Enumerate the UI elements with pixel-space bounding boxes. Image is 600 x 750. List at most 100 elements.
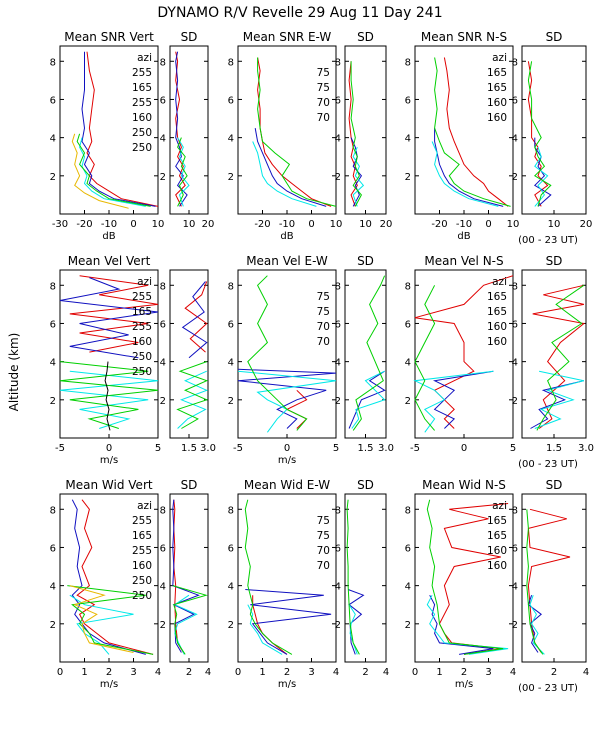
panel-title: SD <box>357 478 374 492</box>
y-tick-label: 8 <box>228 505 234 516</box>
x-tick-label: 10 <box>330 219 343 230</box>
legend-entry: 160 <box>487 545 507 557</box>
y-tick-label: 2 <box>228 620 234 631</box>
panel-title: Mean Vel E-W <box>246 254 328 268</box>
x-tick-label: 10 <box>183 219 196 230</box>
x-tick-label: 10 <box>359 219 372 230</box>
y-tick-label: 4 <box>512 358 518 369</box>
y-tick-label: 2 <box>160 172 166 183</box>
legend-entry: 160 <box>132 560 152 572</box>
series-line-green <box>257 57 337 207</box>
panel-6: Mean Vel Vert 2 4 6 8 -5 0 5 m/s azi 255 165 255 160 2… <box>50 254 162 466</box>
y-tick-label: 6 <box>228 543 234 554</box>
x-tick-label: 3.0 <box>578 443 594 454</box>
y-tick-label: 2 <box>50 620 56 631</box>
legend-entry: 160 <box>487 321 507 333</box>
time-note-row-3: (00 - 23 UT) <box>518 683 578 694</box>
y-tick-label: 4 <box>405 134 411 145</box>
y-tick-label: 6 <box>50 95 56 106</box>
x-tick-label: 0 <box>284 443 290 454</box>
y-tick-label: 6 <box>335 543 341 554</box>
y-tick-label: 2 <box>160 620 166 631</box>
legend-entry: 165 <box>487 291 507 303</box>
y-tick-label: 4 <box>50 582 56 593</box>
x-tick-label: 0 <box>485 219 491 230</box>
panel-2: Mean SNR E-W 2 4 6 8 -20 -10 0 10 dB 75 75 70 70 <box>228 30 343 242</box>
x-axis-label: dB <box>457 231 470 242</box>
y-tick-label: 8 <box>160 505 166 516</box>
x-axis-label: m/s <box>100 455 118 466</box>
x-tick-label: 3.0 <box>200 443 216 454</box>
series-line-cyan <box>69 594 134 655</box>
y-tick-label: 6 <box>335 95 341 106</box>
series-line-cyan <box>177 137 190 207</box>
panel-8: Mean Vel E-W 2 4 6 8 -5 0 5 m/s 75 75 70 70 <box>228 254 340 466</box>
legend-entry: 160 <box>132 112 152 124</box>
x-axis-label: m/s <box>278 679 296 690</box>
y-tick-label: 6 <box>50 543 56 554</box>
legend-entry: 250 <box>132 366 152 378</box>
series-line-cyan <box>177 370 209 429</box>
legend-entry: 255 <box>132 291 152 303</box>
legend-entry: 70 <box>317 560 330 572</box>
series-line-green <box>536 284 585 431</box>
series-line-orange <box>69 585 134 653</box>
y-tick-label: 6 <box>405 543 411 554</box>
series-line-green <box>176 361 209 429</box>
legend-entry: 75 <box>317 306 330 318</box>
series-line-green <box>177 137 188 207</box>
y-tick-label: 4 <box>335 582 341 593</box>
panel-11: SD 2 4 6 8 1.5 3.0 <box>512 254 594 454</box>
panel-title: Mean Wid Vert <box>65 478 152 492</box>
panel-5: SD 2 4 6 8 10 20 <box>512 30 593 230</box>
legend-entry: 160 <box>487 560 507 572</box>
legend-title: azi <box>137 276 152 288</box>
legend-entry: 70 <box>317 112 330 124</box>
y-tick-label: 2 <box>335 172 341 183</box>
legend-entry: 165 <box>487 82 507 94</box>
x-tick-label: 5 <box>510 443 516 454</box>
y-tick-label: 6 <box>160 95 166 106</box>
series-line-red <box>175 51 186 207</box>
legend-entry: 160 <box>487 112 507 124</box>
panel-title: SD <box>546 30 563 44</box>
y-tick-label: 8 <box>405 57 411 68</box>
legend-entry: 75 <box>317 67 330 79</box>
x-tick-label: 0 <box>130 219 136 230</box>
legend-title: azi <box>492 500 507 512</box>
x-tick-label: 20 <box>380 219 393 230</box>
plot-frame <box>521 269 587 439</box>
series-line-cyan <box>79 137 146 207</box>
y-tick-label: 6 <box>512 543 518 554</box>
y-tick-label: 4 <box>512 134 518 145</box>
y-tick-label: 6 <box>405 95 411 106</box>
x-tick-label: 10 <box>507 219 520 230</box>
y-tick-label: 8 <box>335 57 341 68</box>
series-line-blue <box>347 589 365 655</box>
panel-15: SD 2 4 6 8 2 4 <box>335 478 390 678</box>
panel-title: Mean Vel N-S <box>424 254 503 268</box>
series-line-blue <box>59 277 159 359</box>
y-tick-label: 4 <box>160 582 166 593</box>
y-tick-label: 8 <box>405 505 411 516</box>
legend-title: azi <box>137 52 152 64</box>
panel-4: Mean SNR N-S 2 4 6 8 -20 -10 0 10 dB azi 165 165 160 1… <box>405 30 520 242</box>
y-tick-label: 4 <box>50 358 56 369</box>
plot-frame <box>169 45 209 215</box>
x-tick-label: 3 <box>485 667 491 678</box>
x-tick-label: 4 <box>583 667 589 678</box>
y-tick-label: 2 <box>405 620 411 631</box>
legend-entry: 255 <box>132 321 152 333</box>
x-tick-label: 10 <box>152 219 165 230</box>
y-tick-label: 2 <box>335 396 341 407</box>
legend-title: azi <box>492 52 507 64</box>
x-tick-label: 0 <box>106 443 112 454</box>
panel-title: Mean Wid N-S <box>422 478 506 492</box>
legend-entry: 165 <box>487 515 507 527</box>
panel-title: Mean Wid E-W <box>244 478 330 492</box>
y-tick-label: 6 <box>228 95 234 106</box>
series-line-cyan <box>529 595 545 655</box>
x-tick-label: -20 <box>431 219 447 230</box>
plot-frame <box>344 269 387 439</box>
panel-17: SD 2 4 6 8 2 4 <box>512 478 590 678</box>
